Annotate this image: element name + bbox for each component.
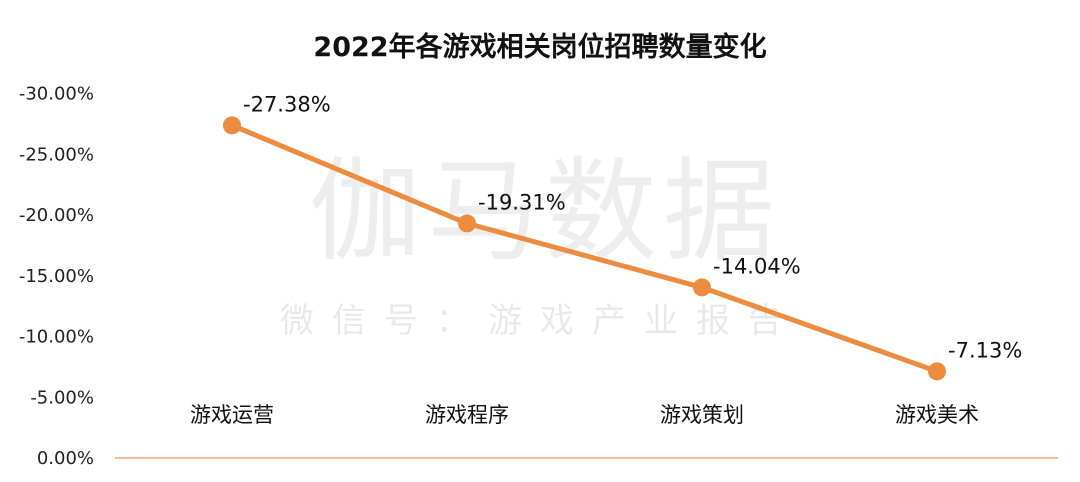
data-point [928, 362, 946, 381]
x-category-label: 游戏程序 [425, 403, 509, 427]
x-category-label: 游戏运营 [190, 403, 274, 427]
data-label: -27.38% [243, 92, 331, 116]
y-axis-ticks: -30.00% -25.00% -20.00% -15.00% -10.00% -5.00… [19, 84, 94, 470]
y-tick-label: -25.00% [19, 144, 94, 165]
x-category-label: 游戏美术 [895, 403, 979, 427]
x-axis-categories: 游戏运营 游戏程序 游戏策划 游戏美术 [190, 403, 979, 427]
data-label: -7.13% [948, 338, 1022, 362]
series-line [229, 122, 940, 374]
y-tick-label: 0.00% [37, 448, 94, 469]
x-category-label: 游戏策划 [660, 403, 744, 427]
y-tick-label: -30.00% [19, 84, 94, 105]
data-point [458, 214, 476, 233]
y-tick-label: -5.00% [30, 387, 94, 408]
data-label: -14.04% [713, 254, 801, 278]
y-tick-label: -15.00% [19, 266, 94, 287]
data-point [223, 116, 241, 135]
data-label: -19.31% [478, 190, 566, 214]
y-tick-label: -10.00% [19, 327, 94, 348]
y-tick-label: -20.00% [19, 205, 94, 226]
watermark: 伽马数据 微信号：游戏产业报告 [280, 147, 800, 341]
watermark-brand: 伽马数据 [309, 147, 781, 277]
watermark-subtitle: 微信号：游戏产业报告 [280, 301, 800, 341]
data-points [223, 116, 946, 381]
data-point [693, 278, 711, 297]
data-labels: -27.38% -19.31% -14.04% -7.13% [243, 92, 1022, 362]
chart-title: 2022年各游戏相关岗位招聘数量变化 [313, 31, 766, 63]
